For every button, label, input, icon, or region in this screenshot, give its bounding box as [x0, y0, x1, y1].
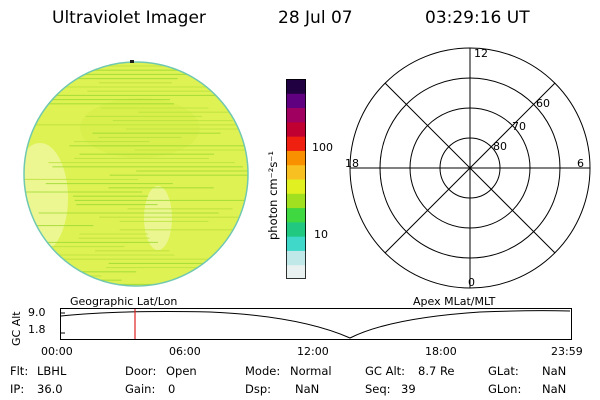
altitude-curve [60, 310, 571, 339]
mlt-label-18: 18 [345, 157, 359, 170]
polar-grid [349, 47, 591, 289]
colorbar-band [286, 150, 306, 166]
altitude-timeline-plot [60, 308, 572, 340]
ip-value: 36.0 [37, 382, 63, 396]
seq-value: 39 [401, 382, 416, 396]
lat-label-80: 80 [493, 140, 507, 153]
door-label: Door: [125, 364, 157, 378]
glat-value: NaN [542, 364, 567, 378]
dsp-value: NaN [295, 382, 320, 396]
glat-label: GLat: [488, 364, 519, 378]
glon-value: NaN [542, 382, 567, 396]
gain-value: 0 [168, 382, 176, 396]
filter-value: LBHL [37, 364, 67, 378]
lat-label-60: 60 [536, 97, 550, 110]
colorbar-band [286, 79, 306, 94]
lat-label-70: 70 [512, 120, 526, 133]
colorbar-units-label: photon cm⁻²s⁻¹ [266, 151, 280, 240]
mlt-label-12: 12 [474, 47, 488, 60]
colorbar-band [286, 236, 306, 251]
timeline-ytick-9: 9.0 [28, 306, 46, 319]
colorbar-band [286, 221, 306, 237]
timeline-y-axis-label: GC Alt [10, 311, 23, 346]
colorbar-band [286, 107, 306, 123]
colorbar-band [286, 207, 306, 223]
timeline-xtick-1800: 18:00 [425, 345, 457, 358]
dsp-label: Dsp: [245, 382, 272, 396]
instrument-title: Ultraviolet Imager [52, 8, 206, 28]
polar-diagonal-2 [384, 82, 556, 254]
colorbar-band [286, 250, 306, 266]
colorbar-band [286, 121, 306, 137]
colorbar-gradient [286, 79, 306, 280]
colorbar-band [286, 179, 306, 194]
timeline-xtick-1200: 12:00 [297, 345, 329, 358]
geographic-label: Geographic Lat/Lon [70, 295, 178, 308]
mode-label: Mode: [245, 364, 281, 378]
seq-label: Seq: [365, 382, 391, 396]
timeline-xtick-2359: 23:59 [551, 345, 583, 358]
timeline-xtick-0000: 00:00 [41, 345, 73, 358]
door-value: Open [166, 364, 197, 378]
colorbar-frame [286, 79, 306, 279]
mode-value: Normal [290, 364, 332, 378]
timeline-xtick-0600: 06:00 [169, 345, 201, 358]
mlt-label-6: 6 [577, 157, 584, 170]
colorbar-tick-10: 10 [314, 228, 328, 241]
mlt-label-0: 0 [468, 276, 475, 289]
observation-date: 28 Jul 07 [278, 8, 353, 28]
gain-label: Gain: [125, 382, 156, 396]
colorbar-tick-100: 100 [312, 141, 333, 154]
observation-time: 03:29:16 UT [425, 8, 530, 28]
filter-label: Flt: [10, 364, 29, 378]
colorbar-band [286, 93, 306, 109]
glon-label: GLon: [488, 382, 522, 396]
colorbar-band [286, 136, 306, 151]
ip-label: IP: [10, 382, 25, 396]
uv-image-disc [23, 60, 249, 287]
colorbar-band [286, 264, 306, 280]
colorbar-band [286, 164, 306, 180]
timeline-ytick-1-8: 1.8 [28, 323, 46, 336]
intensity-colorbar [286, 79, 306, 280]
gc-alt-label: GC Alt: [365, 364, 406, 378]
apex-label: Apex MLat/MLT [413, 295, 496, 308]
colorbar-band [286, 193, 306, 209]
gc-alt-value: 8.7 Re [418, 364, 455, 378]
